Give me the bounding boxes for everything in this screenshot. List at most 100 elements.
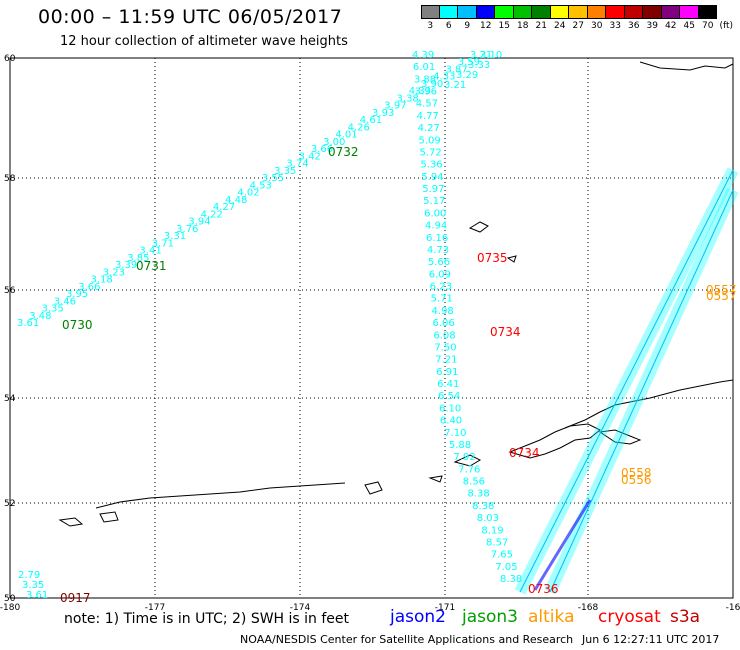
coastline [99,511,119,523]
track-value-label: 5.09 [419,135,441,146]
scale-swatch [550,5,569,19]
track-value-label: 4.94 [425,221,447,232]
scale-swatch [661,5,680,19]
track-value-label: 3.33 [468,60,490,71]
track-value-label: 6.41 [437,379,459,390]
track-value-label: 3.39 [115,260,137,271]
track-value-label: 5.71 [431,294,453,305]
lat-tick-label: 52 [4,499,15,509]
lon-tick-label: -171 [435,603,455,613]
track-value-label: 7.50 [434,342,456,353]
track-value-label: 4.33 [409,86,431,97]
track-value-label: 5.36 [420,160,442,171]
track-value-label: 4.27 [418,123,440,134]
track-value-label: 7.92 [453,452,475,463]
track-value-label: 4.39 [412,50,434,61]
track-value-label: 5.97 [422,184,444,195]
lat-tick-label: 60 [4,54,16,64]
track-value-label: 3.46 [54,296,76,307]
track-time-label: 0730 [62,318,93,332]
track-value-label: 3.59 [458,57,480,68]
satellite-legend-item: altika [528,607,575,627]
coastline [564,379,734,429]
scale-label: 12 [480,21,492,31]
track-value-label: 3.35 [41,304,63,315]
track-value-label: 3.66 [311,144,333,155]
track-value-label: 3.42 [299,151,321,162]
track-value-label: 4.26 [348,122,370,133]
satellite-legend-item: s3a [670,607,701,627]
track-value-label: 7.10 [444,428,466,439]
color-scale-labels: 3 6 9 12 15 18 21 24 27 30 33 36 39 42 45 70 (ft) [421,21,736,31]
coastline [95,482,346,509]
track-value-label: 3.23 [103,267,125,278]
track-value-label: 3.00 [323,137,345,148]
scale-label: 18 [517,21,529,31]
satellite-legend-item: jason2 [390,607,446,627]
scale-label: 9 [464,21,471,31]
track-value-label: 4.61 [360,115,382,126]
track-value-label: 4.53 [250,180,272,191]
altimeter-track-jason2 [533,499,592,591]
scale-label: 30 [591,21,603,31]
scale-label: 70 [702,21,714,31]
scale-label: 15 [498,21,510,31]
track-value-label: 3.29 [456,70,478,81]
track-value-label: 3.35 [274,166,296,177]
scale-swatch [698,5,717,19]
coastline [58,517,84,527]
scale-label: 3 [427,21,434,31]
cryosat-time-label: 0734 [509,446,540,460]
track-time-label: 0732 [328,145,359,159]
track-value-label: 6.10 [439,403,461,414]
scale-swatch [606,5,625,19]
page-subtitle: 12 hour collection of altimeter wave hei… [60,34,348,49]
track-value-label: 7.21 [435,355,457,366]
scale-label: 33 [609,21,621,31]
scale-label: 39 [646,21,658,31]
coastline [453,454,482,467]
track-value-label: 3.10 [480,50,502,61]
cryosat-time-label: 0735 [477,251,508,265]
track-value-label: 6.16 [426,233,448,244]
track-value-label: 4.57 [416,99,438,110]
lon-tick-label: -168 [578,603,599,613]
altimeter-track [519,169,734,593]
track-value-label: 7.76 [458,464,480,475]
credit-text: NOAA/NESDIS Center for Satellite Applica… [240,633,574,646]
coastline [639,61,734,71]
track-value-label: 8.57 [486,537,508,548]
scale-swatch [624,5,643,19]
track-value-label: 3.21 [470,50,492,61]
scale-swatch [476,5,495,19]
scale-swatch [513,5,532,19]
scale-swatch [421,5,440,19]
lat-tick-label: 58 [4,174,16,184]
coastline [508,423,601,459]
coastline [428,475,443,483]
track-value-label: 3.95 [66,289,88,300]
scale-swatch [643,5,662,19]
track-value-label: 4.33 [433,72,455,83]
lat-tick-label: 54 [4,394,16,404]
cryosat-time-label: 0734 [490,325,521,339]
coastline [468,221,489,233]
scale-label: 36 [628,21,640,31]
track-value-label: 6.91 [436,367,458,378]
coastline [506,255,517,263]
color-scale-boxes [421,5,736,19]
scale-swatch [458,5,477,19]
scale-unit: (ft) [719,21,734,31]
satellite-legend-item: cryosat [598,607,661,627]
footer-note: note: 1) Time is in UTC; 2) SWH is in fe… [64,611,350,627]
altika-time-label: 0556 [621,473,652,487]
altika-time-label: 0557 [706,289,737,303]
track-value-label: 6.01 [413,62,435,73]
scale-swatch [569,5,588,19]
color-scale: 3 6 9 12 15 18 21 24 27 30 33 36 39 42 45 70 (ft) [421,5,736,35]
track-value-label: 3.61 [26,590,48,601]
lon-tick-label: -174 [290,603,311,613]
lon-tick-label: -16 [726,603,740,613]
track-value-label: 3.74 [286,159,308,170]
